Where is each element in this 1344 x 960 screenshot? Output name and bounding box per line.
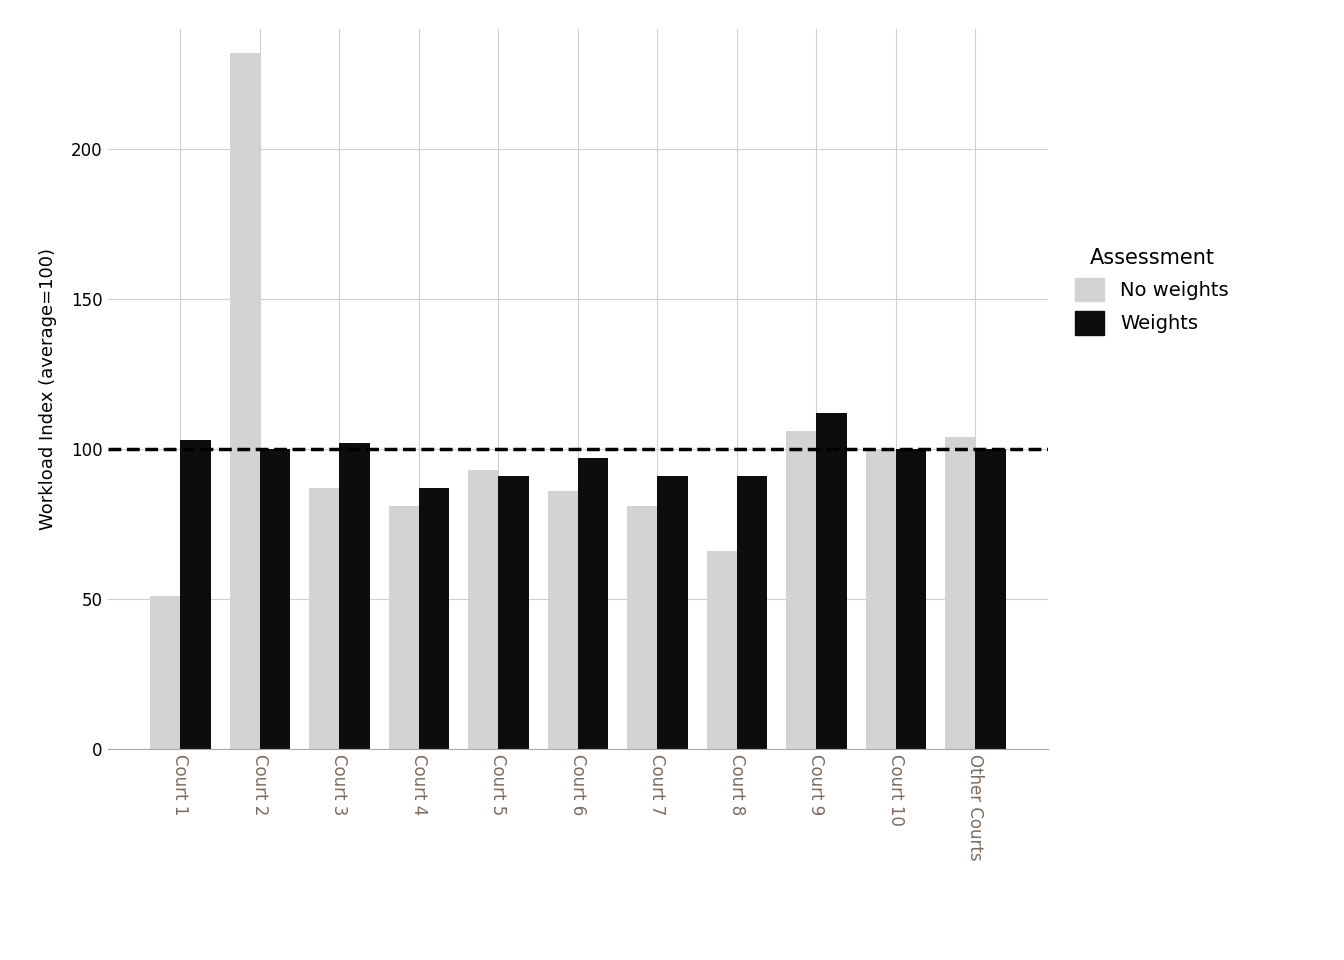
Bar	[737, 476, 767, 749]
Bar	[578, 458, 607, 749]
Bar	[388, 506, 419, 749]
Bar	[259, 449, 290, 749]
Bar	[548, 491, 578, 749]
Bar	[896, 449, 926, 749]
Bar	[468, 469, 499, 749]
Bar	[707, 551, 737, 749]
Bar	[230, 53, 259, 749]
Bar	[340, 443, 370, 749]
Bar	[628, 506, 657, 749]
Bar	[816, 413, 847, 749]
Bar	[499, 476, 528, 749]
Legend: No weights, Weights: No weights, Weights	[1067, 240, 1236, 343]
Bar	[151, 596, 180, 749]
Bar	[309, 488, 340, 749]
Bar	[419, 488, 449, 749]
Bar	[945, 437, 976, 749]
Bar	[866, 449, 896, 749]
Bar	[786, 431, 816, 749]
Y-axis label: Workload Index (average=100): Workload Index (average=100)	[39, 248, 58, 530]
Bar	[180, 440, 211, 749]
Bar	[976, 449, 1005, 749]
Bar	[657, 476, 688, 749]
